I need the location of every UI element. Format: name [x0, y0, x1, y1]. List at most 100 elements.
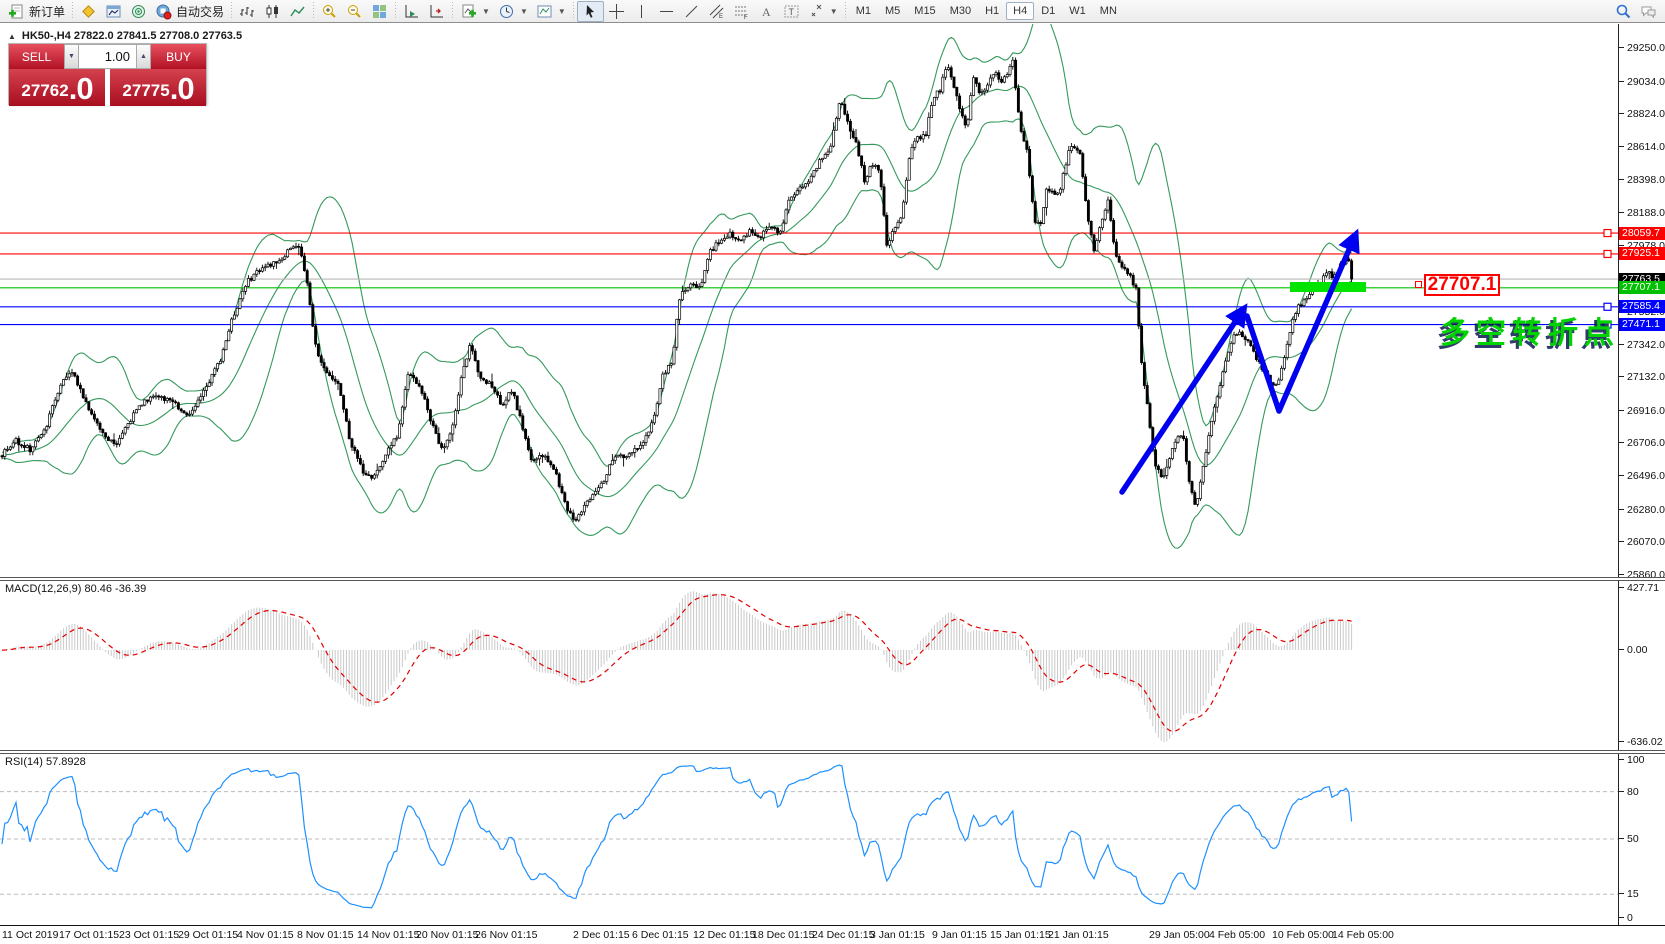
- collapse-panel-icon[interactable]: ▲: [8, 31, 16, 41]
- templates-menu-button[interactable]: ▼: [532, 1, 570, 22]
- price-callout-box[interactable]: 27707.1: [1424, 274, 1500, 296]
- svg-text:A: A: [762, 5, 771, 19]
- timeframe-button-h1[interactable]: H1: [985, 5, 1000, 17]
- channel-tool-button[interactable]: E: [704, 1, 729, 22]
- zoom-in-icon: [323, 4, 336, 18]
- navigator-button[interactable]: [126, 1, 151, 22]
- price-line-label: 27471.1: [1619, 318, 1665, 332]
- rsi-axis-tick: 100: [1619, 754, 1665, 766]
- arrows-tool-button[interactable]: ▼: [804, 1, 842, 22]
- callout-handle[interactable]: [1415, 281, 1422, 288]
- chart-shift-button[interactable]: [424, 1, 449, 22]
- text-tool-button[interactable]: A: [754, 1, 779, 22]
- candlestick-mode-button[interactable]: [260, 1, 285, 22]
- rsi-axis-tick: 80: [1619, 786, 1665, 798]
- vertical-line-icon: [640, 4, 642, 18]
- price-line-label: 27925.1: [1619, 247, 1665, 261]
- macd-indicator-label[interactable]: MACD(12,26,9) 80.46 -36.39: [5, 583, 147, 595]
- timeframe-button-m1[interactable]: M1: [855, 5, 871, 17]
- auto-scroll-button[interactable]: [399, 1, 424, 22]
- vertical-line-tool-button[interactable]: [629, 1, 654, 22]
- timeframe-button-m30[interactable]: M30: [949, 5, 972, 17]
- line-chart-mode-button[interactable]: [285, 1, 310, 22]
- horizontal-line-tool-button[interactable]: [654, 1, 679, 22]
- svg-text:E: E: [719, 14, 723, 20]
- time-axis-label: 18 Dec 01:15: [752, 929, 815, 941]
- buy-price-button[interactable]: 27775 .0: [110, 69, 206, 106]
- dropdown-caret: ▼: [482, 6, 490, 16]
- price-axis-line: [1618, 24, 1619, 925]
- volume-increase-button[interactable]: ▲: [136, 44, 151, 69]
- diamond-icon: [82, 4, 95, 18]
- dropdown-caret: ▼: [557, 6, 566, 16]
- macd-axis-tick: -636.02: [1619, 736, 1665, 748]
- search-button[interactable]: [1611, 1, 1636, 22]
- chart-canvas[interactable]: [0, 0, 1620, 944]
- timeframe-button-h4[interactable]: H4: [1006, 2, 1035, 20]
- time-axis-label: 11 Oct 2019: [2, 929, 59, 941]
- time-axis-label: 10 Feb 05:00: [1272, 929, 1334, 941]
- volume-decrease-button[interactable]: ▼: [64, 44, 79, 69]
- time-axis-label: 15 Jan 01:15: [990, 929, 1051, 941]
- horizontal-line-icon: [659, 10, 673, 12]
- sell-button[interactable]: SELL: [9, 44, 64, 69]
- sell-price-button[interactable]: 27762 .0: [9, 69, 105, 106]
- rsi-axis-tick: 50: [1619, 833, 1665, 845]
- text-label-tool-button[interactable]: T: [779, 1, 804, 22]
- cursor-tool-button[interactable]: [576, 0, 604, 22]
- volume-input[interactable]: [79, 44, 136, 69]
- search-icon: [1616, 4, 1631, 18]
- chart-area[interactable]: 29250.0 29034.0 28824.0 28614.0 28398.0 28188…: [0, 24, 1665, 944]
- crosshair-tool-button[interactable]: [604, 1, 629, 22]
- cn-annotation-text[interactable]: 多空转折点: [1440, 317, 1620, 350]
- candlestick-icon: [266, 4, 279, 18]
- price-line-label: 28059.7: [1619, 226, 1665, 240]
- community-chat-button[interactable]: [1636, 1, 1661, 22]
- buy-button[interactable]: BUY: [151, 44, 206, 69]
- crosshair-icon: [608, 3, 624, 19]
- price-axis-tick: 28188.0: [1619, 207, 1665, 219]
- time-axis-label: 29 Jan 05:00: [1149, 929, 1210, 941]
- timeframe-button-m15[interactable]: M15: [914, 5, 936, 17]
- timeframe-button-m5[interactable]: M5: [885, 5, 901, 17]
- indicators-menu-button[interactable]: ▼: [456, 1, 494, 22]
- price-axis-tick: 28614.0: [1619, 141, 1665, 153]
- price-axis-tick: 26496.0: [1619, 470, 1665, 482]
- time-axis-label: 2 Dec 01:15: [573, 929, 630, 941]
- fibonacci-tool-button[interactable]: F: [729, 1, 754, 22]
- time-axis-label: 9 Jan 01:15: [932, 929, 987, 941]
- profiles-button[interactable]: [101, 1, 126, 22]
- rsi-indicator-label[interactable]: RSI(14) 57.8928: [5, 756, 86, 768]
- buy-price-main: 27775: [122, 81, 170, 100]
- macd-axis-tick: 0.00: [1619, 644, 1665, 656]
- timeframe-group: M1 M5 M15 M30 H1 H4 D1 W1 MN: [849, 2, 1124, 20]
- zoom-in-button[interactable]: [317, 1, 342, 22]
- zoom-out-button[interactable]: [342, 1, 367, 22]
- price-axis-tick: 27342.0: [1619, 339, 1665, 351]
- market-watch-button[interactable]: [76, 1, 101, 22]
- timeframe-button-mn[interactable]: MN: [1099, 5, 1117, 17]
- timeframe-button-w1[interactable]: W1: [1069, 5, 1086, 17]
- toolbar-separator: [452, 2, 454, 20]
- pane-separator[interactable]: [0, 750, 1665, 754]
- autotrading-icon: [156, 4, 172, 19]
- chart-header: ▲ HK50-,H4 27822.0 27841.5 27708.0 27763…: [8, 30, 242, 42]
- price-axis-tick: 28824.0: [1619, 108, 1665, 120]
- pane-separator[interactable]: [0, 577, 1665, 581]
- chat-icon: [1641, 6, 1656, 18]
- toolbar-separator: [844, 2, 846, 20]
- trendline-tool-button[interactable]: [679, 1, 704, 22]
- sell-price-main: 27762: [21, 81, 69, 100]
- price-axis-tick: 26280.0: [1619, 504, 1665, 516]
- bar-chart-mode-button[interactable]: [235, 1, 260, 22]
- autotrading-button[interactable]: 自动交易: [151, 1, 228, 22]
- new-order-button[interactable]: 新订单: [4, 1, 69, 22]
- rsi-axis-tick: 0: [1619, 912, 1665, 924]
- price-axis-tick: 28398.0: [1619, 174, 1665, 186]
- price-axis-tick: 26916.0: [1619, 405, 1665, 417]
- periods-menu-button[interactable]: ▼: [494, 1, 532, 22]
- timeframe-button-d1[interactable]: D1: [1041, 5, 1056, 17]
- price-axis-tick: 26706.0: [1619, 437, 1665, 449]
- time-axis-label: 21 Jan 01:15: [1048, 929, 1109, 941]
- tile-windows-button[interactable]: [367, 1, 392, 22]
